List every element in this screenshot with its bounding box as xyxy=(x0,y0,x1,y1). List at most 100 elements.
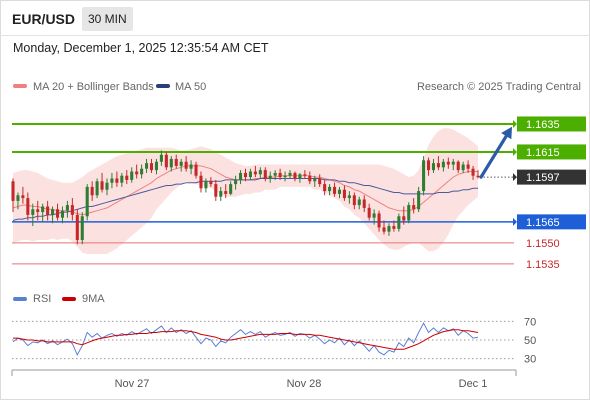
candle xyxy=(248,168,252,180)
candle xyxy=(273,170,277,180)
candle xyxy=(11,178,15,213)
level-label-1-1615: 1.1615 xyxy=(526,147,560,159)
candle-body xyxy=(179,161,183,166)
candle-body xyxy=(441,161,445,168)
candle xyxy=(362,195,366,213)
candle-body xyxy=(342,189,346,199)
candle xyxy=(382,220,386,235)
candle xyxy=(51,206,55,224)
candle-body xyxy=(110,178,114,183)
candle-body xyxy=(258,170,262,175)
candle xyxy=(90,181,94,201)
candle-body xyxy=(51,209,55,215)
candle-body xyxy=(219,191,223,197)
candle-body xyxy=(461,164,465,171)
candle xyxy=(80,212,84,245)
candle-body xyxy=(456,161,460,171)
timestamp: Monday, December 1, 2025 12:35:54 AM CET xyxy=(13,41,269,55)
candle-body xyxy=(75,214,79,241)
candle xyxy=(318,174,322,187)
candle xyxy=(431,158,436,173)
candle xyxy=(214,179,218,201)
candle xyxy=(466,160,470,173)
candle-body xyxy=(372,213,376,218)
candle-body xyxy=(288,172,292,176)
candle-body xyxy=(229,184,233,194)
candle-body xyxy=(159,154,163,162)
candle-body xyxy=(145,163,149,169)
candle xyxy=(219,186,223,201)
candle-body xyxy=(476,175,480,178)
candle-body xyxy=(120,175,124,183)
candle-body xyxy=(431,163,436,171)
candle-body xyxy=(90,186,94,196)
candle-body xyxy=(189,164,193,169)
candle-body xyxy=(234,179,238,185)
candle xyxy=(347,191,351,204)
candle-body xyxy=(21,195,25,199)
candle xyxy=(105,178,109,196)
x-tick-dec-1: Dec 1 xyxy=(459,378,488,390)
price-panel: 1.1635 1.1615 1.1597 1.1565 1.1550 1.1535 xyxy=(11,116,586,271)
candle-body xyxy=(451,161,455,165)
candle xyxy=(145,158,149,173)
rsi-tick-70: 70 xyxy=(524,316,536,328)
candle xyxy=(283,171,287,182)
candle-body xyxy=(278,172,282,178)
candle-body xyxy=(323,184,327,192)
level-tag-1-1615 xyxy=(517,144,586,160)
candle-body xyxy=(347,195,351,199)
candle-body xyxy=(337,189,342,194)
candle xyxy=(367,203,371,221)
timeframe-button[interactable]: 30 MIN xyxy=(82,7,133,31)
candle-body xyxy=(357,199,361,206)
rsi-line xyxy=(12,322,479,357)
rsi-ma-legend-swatch xyxy=(62,297,76,301)
candle xyxy=(75,209,79,245)
candle-body xyxy=(26,198,30,215)
candle-body xyxy=(248,171,252,178)
candle xyxy=(204,178,208,193)
candle xyxy=(293,171,297,182)
candle xyxy=(417,186,421,213)
candle xyxy=(115,171,119,187)
level-label-1-1597: 1.1597 xyxy=(526,172,560,184)
candle-body xyxy=(422,160,426,192)
candle-body xyxy=(298,174,302,179)
rsi-legend-label: RSI xyxy=(33,293,51,305)
candle-body xyxy=(352,195,356,206)
candle xyxy=(263,167,267,182)
candle-body xyxy=(417,191,421,210)
candle-body xyxy=(36,209,40,213)
ma50-legend-label: MA 50 xyxy=(175,81,206,93)
candle-body xyxy=(80,216,84,241)
candle xyxy=(372,209,376,225)
level-label-1-1550: 1.1550 xyxy=(526,238,560,250)
level-tag-pointer xyxy=(513,217,517,226)
candle-body xyxy=(387,226,391,232)
candle-body xyxy=(164,154,168,168)
candle xyxy=(209,177,213,187)
candle-body xyxy=(135,171,139,175)
candle xyxy=(337,186,342,199)
candle xyxy=(169,156,173,172)
candle-body xyxy=(65,205,69,211)
candle xyxy=(125,170,129,185)
candle-body xyxy=(169,158,173,168)
level-tag-pointer xyxy=(513,173,517,182)
level-tag-1-1635 xyxy=(517,116,586,132)
forecast-arrow-shaft xyxy=(479,134,508,179)
candle xyxy=(179,158,183,172)
rsi-tick-30: 30 xyxy=(524,354,536,366)
candle xyxy=(95,178,99,199)
candle xyxy=(149,158,154,173)
credit-text: Research © 2025 Trading Central xyxy=(417,81,581,93)
candle xyxy=(377,210,381,232)
level-label-1-1535: 1.1535 xyxy=(526,259,560,271)
candle-body xyxy=(382,227,386,232)
candle xyxy=(288,170,292,179)
candle xyxy=(352,192,356,210)
candle xyxy=(130,167,134,183)
candle-body xyxy=(471,168,475,176)
